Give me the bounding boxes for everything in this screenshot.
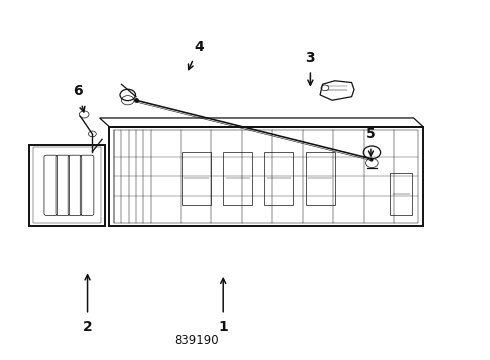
Bar bbox=[391, 173, 412, 215]
Bar bbox=[265, 152, 294, 205]
Bar bbox=[33, 147, 100, 223]
Text: 1: 1 bbox=[219, 320, 228, 334]
Bar bbox=[223, 152, 252, 205]
Text: 839190: 839190 bbox=[174, 334, 219, 347]
Text: 3: 3 bbox=[306, 51, 315, 65]
Bar bbox=[182, 152, 211, 205]
Text: 5: 5 bbox=[366, 127, 376, 141]
Text: 2: 2 bbox=[83, 320, 93, 334]
Text: 6: 6 bbox=[73, 84, 83, 98]
Bar bbox=[306, 152, 335, 205]
Text: 4: 4 bbox=[194, 40, 204, 54]
